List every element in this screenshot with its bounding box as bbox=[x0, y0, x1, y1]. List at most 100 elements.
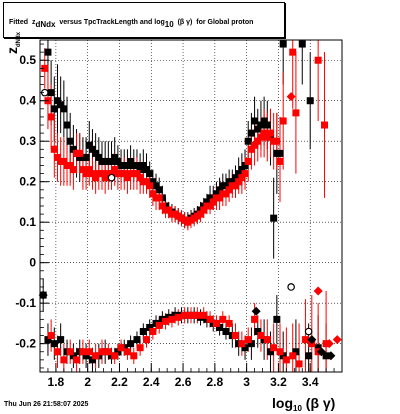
data-point-black bbox=[142, 166, 150, 174]
data-point-red bbox=[50, 145, 58, 153]
data-point-black bbox=[212, 190, 220, 198]
data-point-red bbox=[289, 352, 297, 360]
data-point-black bbox=[228, 178, 236, 186]
y-tick-label: 0.4 bbox=[19, 94, 36, 108]
x-tick-label: 3.2 bbox=[270, 375, 287, 389]
data-point-red bbox=[98, 348, 106, 356]
data-point-red bbox=[181, 311, 189, 319]
data-point-red bbox=[85, 348, 93, 356]
x-tick-label: 2 bbox=[84, 375, 91, 389]
open-marker bbox=[304, 327, 313, 336]
x-tick-label: 1.8 bbox=[48, 375, 65, 389]
x-tick-label: 3 bbox=[243, 375, 250, 389]
data-point-red bbox=[314, 56, 322, 64]
data-point-black bbox=[60, 105, 68, 113]
data-point-black bbox=[238, 166, 246, 174]
y-tick-label: 0.2 bbox=[19, 175, 36, 189]
data-point-red bbox=[206, 315, 214, 323]
data-point-red bbox=[301, 336, 309, 344]
data-point-black bbox=[114, 348, 122, 356]
data-point-black bbox=[114, 157, 122, 165]
data-point-red bbox=[142, 336, 150, 344]
data-point-black bbox=[298, 40, 306, 48]
data-point-black bbox=[322, 352, 330, 360]
data-point-red bbox=[53, 153, 61, 161]
error-bars bbox=[42, 40, 327, 372]
chart-title-box: Fitted zdNdx versus TpcTrackLength and l… bbox=[3, 2, 285, 38]
data-point-black bbox=[133, 336, 141, 344]
data-point-red bbox=[66, 162, 74, 170]
data-point-black bbox=[292, 348, 300, 356]
data-point-red bbox=[212, 319, 220, 327]
data-point-red bbox=[133, 170, 141, 178]
diamond-marker bbox=[332, 335, 342, 345]
data-point-red bbox=[266, 129, 274, 137]
data-point-black bbox=[257, 121, 265, 129]
data-point-red bbox=[292, 109, 300, 117]
data-point-red bbox=[235, 178, 243, 186]
data-markers bbox=[38, 40, 342, 368]
data-point-red bbox=[108, 170, 116, 178]
data-point-red bbox=[47, 113, 55, 121]
diamond-marker bbox=[251, 306, 261, 316]
data-point-red bbox=[276, 348, 284, 356]
data-point-red bbox=[101, 174, 109, 182]
data-point-black bbox=[66, 137, 74, 145]
data-point-red bbox=[197, 210, 205, 218]
data-point-red bbox=[260, 129, 268, 137]
data-point-red bbox=[257, 332, 265, 340]
data-point-red bbox=[41, 64, 49, 72]
x-tick-label: 2.2 bbox=[111, 375, 128, 389]
data-point-red bbox=[276, 157, 284, 165]
open-marker bbox=[287, 283, 295, 291]
y-tick-label: 0 bbox=[29, 256, 36, 270]
data-point-red bbox=[200, 311, 208, 319]
diamond-marker bbox=[324, 339, 334, 349]
data-point-red bbox=[165, 206, 173, 214]
data-point-red bbox=[123, 174, 131, 182]
data-point-black bbox=[53, 97, 61, 105]
data-point-black bbox=[63, 121, 71, 129]
data-point-red bbox=[225, 319, 233, 327]
open-marker bbox=[107, 173, 116, 182]
data-point-black bbox=[136, 166, 144, 174]
data-point-red bbox=[321, 121, 329, 129]
data-point-red bbox=[244, 157, 252, 165]
data-point-black bbox=[133, 162, 141, 170]
data-point-red bbox=[47, 332, 55, 340]
data-point-red bbox=[92, 174, 100, 182]
data-point-black bbox=[235, 170, 243, 178]
data-point-black bbox=[244, 137, 252, 145]
data-point-black bbox=[69, 352, 77, 360]
y-tick-label: 0.5 bbox=[19, 53, 36, 67]
data-point-black bbox=[88, 145, 96, 153]
data-point-black bbox=[222, 328, 230, 336]
data-point-black bbox=[266, 348, 274, 356]
data-point-red bbox=[279, 117, 287, 125]
x-tick-label: 2.4 bbox=[143, 375, 160, 389]
data-point-black bbox=[254, 328, 262, 336]
data-point-black bbox=[216, 323, 224, 331]
axis-ticks: 1.8 2 2.2 2.4 2.6 2.8 3 3.2 3.4 -0.2 -0.1 0 0.1 0.2 0.… bbox=[15, 43, 343, 389]
data-point-black bbox=[44, 48, 52, 56]
data-point-black bbox=[123, 162, 131, 170]
data-point-red bbox=[270, 344, 278, 352]
data-point-red bbox=[282, 356, 290, 364]
data-point-red bbox=[244, 336, 252, 344]
data-point-black bbox=[203, 198, 211, 206]
data-point-red bbox=[155, 194, 163, 202]
data-point-red bbox=[85, 166, 93, 174]
data-point-red bbox=[158, 202, 166, 210]
data-point-red bbox=[162, 317, 170, 325]
data-point-red bbox=[76, 149, 84, 157]
data-point-red bbox=[187, 311, 195, 319]
data-point-black bbox=[82, 153, 90, 161]
data-point-black bbox=[50, 105, 58, 113]
data-point-black bbox=[111, 153, 119, 161]
data-point-black bbox=[108, 157, 116, 165]
data-point-black bbox=[92, 149, 100, 157]
data-point-red bbox=[79, 348, 87, 356]
data-point-black bbox=[139, 162, 147, 170]
y-axis-title: zdNdx bbox=[4, 32, 22, 54]
y-tick-label: -0.2 bbox=[15, 337, 36, 351]
